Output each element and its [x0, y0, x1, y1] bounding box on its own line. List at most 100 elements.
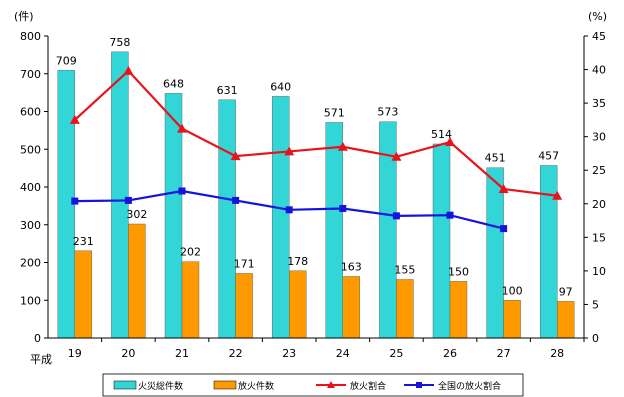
bar-arson-count-21	[181, 261, 200, 339]
x-axis-tick-label: 28	[550, 347, 564, 360]
label-total-fires: 758	[109, 36, 130, 49]
data-labels-layer: 709 758 648 631 640 571 573 514 451 457 231 302 202 1…	[56, 36, 573, 299]
right-axis-tick-label: 40	[592, 64, 606, 77]
legend-label-national-arson-rate: 全国の放火割合	[438, 380, 501, 392]
left-axis-tick-label: 0	[34, 332, 41, 345]
legend-frame	[102, 373, 524, 397]
legend-marker-national-arson-rate	[416, 382, 422, 388]
label-total-fires: 648	[163, 77, 184, 90]
x-axis-tick-label: 19	[68, 347, 82, 360]
point-national-arson-rate	[124, 196, 132, 204]
bar-total-fires-27	[486, 167, 504, 339]
point-national-arson-rate	[392, 212, 400, 220]
x-axis-tick-label: 25	[389, 347, 403, 360]
x-axis-tick-label: 22	[229, 347, 243, 360]
bar-arson-count-27	[503, 300, 521, 339]
left-axis-tick-label: 800	[20, 30, 41, 43]
point-arson-rate	[498, 184, 509, 194]
legend-swatch-arson-count	[213, 380, 237, 390]
label-total-fires: 573	[377, 106, 398, 119]
point-national-arson-rate	[500, 225, 508, 233]
line-arson-rate	[74, 69, 558, 197]
left-axis-tick-label: 600	[20, 106, 41, 119]
point-national-arson-rate	[232, 196, 240, 204]
bar-arson-count-28	[557, 301, 575, 339]
right-axis-tick-label: 20	[592, 198, 606, 211]
label-total-fires: 640	[270, 80, 291, 93]
label-arson-count: 202	[180, 246, 201, 259]
point-national-arson-rate	[339, 204, 347, 212]
label-total-fires: 631	[217, 84, 238, 97]
right-axis-tick-label: 30	[592, 131, 606, 144]
label-total-fires: 451	[485, 152, 506, 165]
label-arson-count: 163	[341, 260, 362, 273]
point-arson-rate	[552, 190, 563, 200]
x-axis-tick-label: 21	[175, 347, 189, 360]
x-axis-era-prefix: 平成	[30, 353, 52, 366]
bar-total-fires-23	[272, 96, 290, 339]
x-axis-tick-label: 26	[443, 347, 457, 360]
bar-arson-count-25	[396, 279, 414, 339]
bar-total-fires-26	[432, 143, 451, 339]
point-arson-rate	[284, 146, 295, 156]
bar-total-fires-28	[540, 165, 558, 339]
point-arson-rate	[69, 114, 80, 124]
point-arson-rate	[445, 137, 455, 147]
label-arson-count: 97	[559, 285, 573, 298]
legend-label-arson-count: 放火件数	[238, 380, 274, 392]
left-axis-tick-label: 300	[20, 219, 41, 232]
label-arson-count: 231	[73, 235, 94, 248]
label-total-fires: 571	[324, 106, 345, 119]
point-national-arson-rate	[285, 206, 293, 214]
bars-layer	[57, 51, 575, 339]
label-arson-count: 171	[234, 257, 255, 270]
label-arson-count: 150	[448, 265, 469, 278]
right-axis-unit: (%)	[588, 10, 607, 23]
label-total-fires: 709	[56, 54, 77, 67]
point-national-arson-rate	[71, 197, 79, 205]
x-axis-tick-label: 24	[336, 347, 350, 360]
label-total-fires: 514	[431, 128, 452, 141]
right-axis-tick-label: 5	[592, 298, 599, 311]
label-arson-count: 302	[126, 208, 147, 221]
bar-arson-count-26	[449, 281, 468, 339]
x-axis-tick-label: 27	[497, 347, 511, 360]
left-axis-tick-label: 100	[20, 294, 41, 307]
point-arson-rate	[337, 141, 348, 151]
bar-arson-count-23	[289, 270, 307, 339]
left-axis-tick-label: 200	[20, 257, 41, 270]
right-axis-tick-label: 10	[592, 265, 606, 278]
axes-layer: 0 100 200 300 400 500 600 700 800 0 5 10 15 20 25 30 35 4…	[20, 30, 606, 360]
bar-arson-count-20	[128, 223, 146, 339]
point-arson-rate	[123, 65, 134, 75]
left-axis-tick-label: 700	[20, 68, 41, 81]
bar-arson-count-22	[235, 273, 253, 339]
bar-total-fires-20	[111, 51, 129, 339]
legend: 火災総件数 放火件数 放火割合 全国の放火割合	[102, 373, 524, 397]
bar-arson-count-19	[74, 250, 93, 339]
point-arson-rate	[391, 151, 402, 161]
right-axis-tick-label: 25	[592, 164, 606, 177]
lines-layer	[69, 65, 563, 233]
legend-label-arson-rate: 放火割合	[350, 380, 386, 392]
left-axis-tick-label: 500	[20, 143, 41, 156]
bar-total-fires-24	[325, 122, 343, 339]
bar-arson-count-24	[342, 276, 360, 339]
point-national-arson-rate	[446, 211, 454, 219]
label-total-fires: 457	[538, 149, 559, 162]
point-national-arson-rate	[178, 187, 186, 195]
right-axis-tick-label: 45	[592, 30, 606, 43]
x-axis-tick-label: 20	[121, 347, 135, 360]
legend-marker-arson-rate	[327, 381, 335, 388]
legend-label-total-fires: 火災総件数	[138, 380, 183, 392]
x-axis-tick-label: 23	[282, 347, 296, 360]
label-arson-count: 178	[287, 255, 308, 268]
point-arson-rate	[177, 123, 187, 133]
label-arson-count: 155	[394, 263, 415, 276]
legend-swatch-total-fires	[113, 380, 137, 390]
point-arson-rate	[230, 151, 241, 161]
right-axis-tick-label: 15	[592, 231, 606, 244]
left-axis-unit: (件)	[14, 10, 34, 23]
right-axis-tick-label: 0	[592, 332, 599, 345]
